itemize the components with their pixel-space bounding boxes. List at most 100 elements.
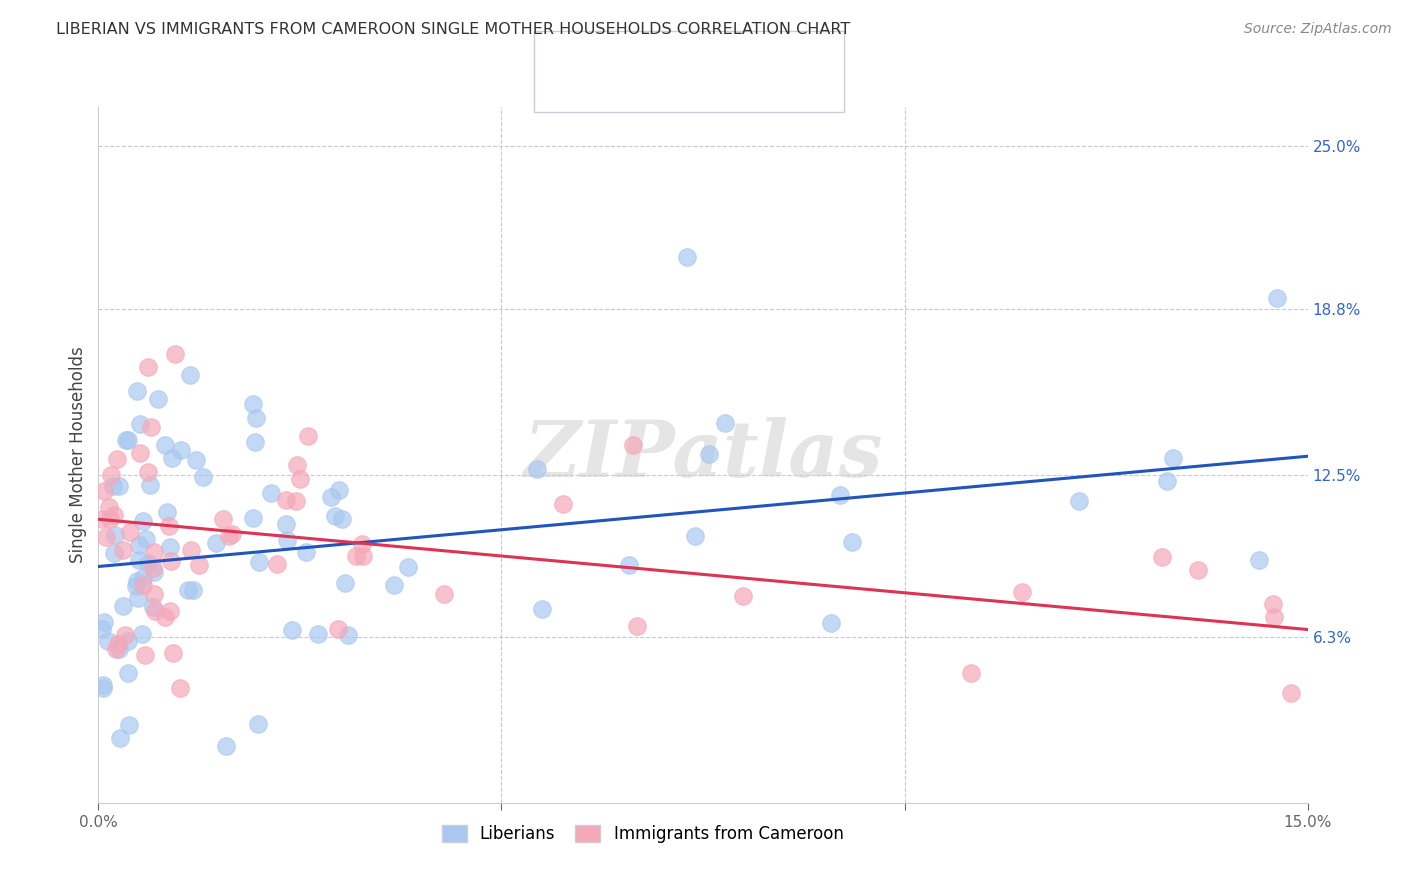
Point — [103, 508, 125, 522]
Point — [111, 599, 134, 614]
Point — [118, 718, 141, 732]
Point — [1187, 563, 1209, 577]
Point — [91, 511, 114, 525]
Point — [828, 488, 851, 502]
Point — [246, 717, 269, 731]
Point — [114, 628, 136, 642]
Point — [103, 546, 125, 560]
Point — [531, 602, 554, 616]
Point — [107, 637, 129, 651]
FancyBboxPatch shape — [544, 75, 591, 104]
Point — [104, 528, 127, 542]
Point — [127, 574, 149, 588]
Point — [526, 462, 548, 476]
Text: R =: R = — [599, 42, 630, 61]
Point — [290, 472, 312, 486]
Point — [1011, 585, 1033, 599]
Point — [245, 434, 267, 449]
Point — [218, 529, 240, 543]
Point — [142, 600, 165, 615]
Point — [285, 458, 308, 473]
FancyBboxPatch shape — [534, 31, 844, 112]
Text: ZIPatlas: ZIPatlas — [523, 417, 883, 493]
Point — [323, 508, 346, 523]
Text: N =: N = — [735, 42, 766, 61]
Point — [94, 530, 117, 544]
Point — [110, 731, 132, 745]
Point — [136, 465, 159, 479]
Point — [551, 498, 574, 512]
Point — [307, 627, 329, 641]
Point — [1261, 597, 1284, 611]
Point — [91, 678, 114, 692]
Text: 57: 57 — [792, 80, 815, 98]
Point — [177, 583, 200, 598]
Point — [136, 557, 159, 571]
Point — [295, 545, 318, 559]
Point — [117, 666, 139, 681]
Point — [179, 368, 201, 382]
Point — [108, 479, 131, 493]
Text: LIBERIAN VS IMMIGRANTS FROM CAMEROON SINGLE MOTHER HOUSEHOLDS CORRELATION CHART: LIBERIAN VS IMMIGRANTS FROM CAMEROON SIN… — [56, 22, 851, 37]
Point — [619, 558, 641, 573]
Point — [297, 429, 319, 443]
Point — [1161, 450, 1184, 465]
Point — [242, 396, 264, 410]
Point — [132, 514, 155, 528]
Point — [204, 536, 226, 550]
Point — [142, 565, 165, 579]
Point — [169, 681, 191, 695]
Point — [1263, 610, 1285, 624]
Point — [193, 470, 215, 484]
Point — [285, 493, 308, 508]
Point — [142, 561, 165, 575]
Point — [138, 477, 160, 491]
Point — [266, 557, 288, 571]
Point — [276, 517, 298, 532]
Point — [321, 491, 343, 505]
Point — [281, 623, 304, 637]
Point — [156, 505, 179, 519]
FancyBboxPatch shape — [544, 37, 591, 67]
Point — [621, 438, 644, 452]
Point — [153, 610, 176, 624]
Point — [181, 582, 204, 597]
Point — [100, 468, 122, 483]
Point — [135, 533, 157, 547]
Point — [344, 549, 367, 564]
Point — [132, 578, 155, 592]
Point — [97, 500, 120, 514]
Point — [93, 484, 115, 499]
Point — [159, 540, 181, 554]
Point — [260, 486, 283, 500]
Point — [105, 452, 128, 467]
Point — [212, 512, 235, 526]
Point — [960, 665, 983, 680]
Text: -0.204: -0.204 — [645, 80, 710, 98]
Y-axis label: Single Mother Households: Single Mother Households — [69, 347, 87, 563]
Point — [127, 384, 149, 398]
Point — [396, 560, 419, 574]
Point — [160, 450, 183, 465]
Text: N =: N = — [745, 80, 776, 98]
Point — [184, 453, 207, 467]
Point — [93, 615, 115, 630]
Point — [157, 519, 180, 533]
Point — [131, 627, 153, 641]
Point — [115, 433, 138, 447]
Point — [187, 558, 209, 573]
Point — [170, 443, 193, 458]
Point — [153, 438, 176, 452]
Point — [128, 538, 150, 552]
Point — [117, 634, 139, 648]
Point — [105, 641, 128, 656]
Point — [132, 571, 155, 585]
Point — [330, 512, 353, 526]
Point — [328, 483, 350, 497]
Point — [143, 545, 166, 559]
Point — [146, 392, 169, 406]
Point — [120, 525, 142, 540]
Point — [820, 615, 842, 630]
Point — [841, 535, 863, 549]
Point — [1067, 494, 1090, 508]
